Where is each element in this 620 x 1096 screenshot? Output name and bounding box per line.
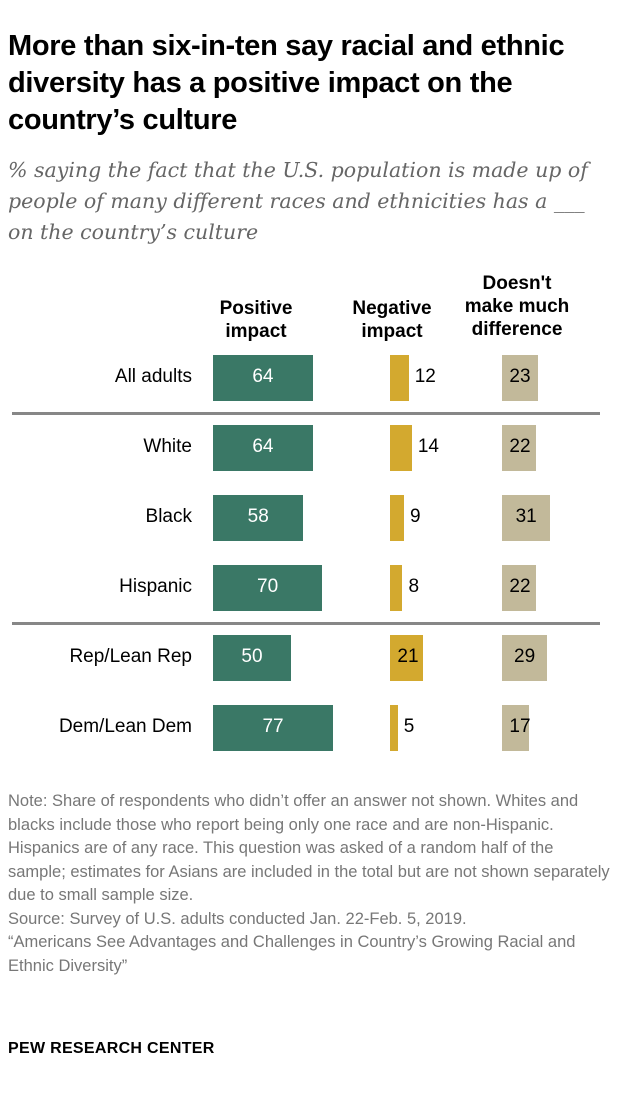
bar-0 (213, 495, 304, 541)
bar-2 (502, 495, 551, 541)
bar-2 (502, 425, 537, 471)
data-label: 64 (252, 436, 274, 457)
data-label: 23 (509, 366, 531, 387)
bar-0 (213, 565, 323, 611)
bar-1 (390, 635, 423, 681)
row-label: Hispanic (119, 576, 192, 597)
bar-2 (502, 635, 548, 681)
row-label: White (143, 436, 192, 457)
data-label: 77 (262, 716, 284, 737)
bar-2 (502, 355, 538, 401)
data-label: 17 (509, 716, 531, 737)
bar-1 (390, 425, 412, 471)
bar-1 (390, 495, 405, 541)
header-line: Positive (219, 298, 293, 319)
data-label: 31 (515, 506, 537, 527)
bar-0 (213, 635, 291, 681)
header-line: make much (464, 296, 570, 317)
bar-0 (213, 425, 313, 471)
data-label: 58 (247, 506, 269, 527)
data-label: 12 (414, 366, 436, 387)
data-label: 50 (241, 646, 263, 667)
data-label: 64 (252, 366, 274, 387)
footnote: Note: Share of respondents who didn’t of… (8, 790, 613, 978)
data-label: 5 (403, 716, 415, 737)
bar-2 (502, 705, 529, 751)
bar-0 (213, 705, 334, 751)
data-label: 29 (514, 646, 536, 667)
header-difference: Doesn't make much difference (455, 272, 579, 341)
row-label: All adults (114, 366, 192, 387)
chart-subtitle: % saying the fact that the U.S. populati… (8, 158, 588, 244)
data-label: 22 (509, 436, 531, 457)
row-label: Black (145, 506, 192, 527)
bar-0 (213, 355, 313, 401)
data-label: 21 (397, 646, 419, 667)
data-label: 9 (410, 506, 421, 527)
data-label: 14 (417, 436, 439, 457)
note-text: Note: Share of respondents who didn’t of… (8, 792, 610, 904)
header-line: Negative (352, 298, 432, 319)
chart-title: More than six-in-ten say racial and ethn… (8, 30, 565, 136)
header-line: impact (361, 321, 423, 342)
bar-1 (390, 565, 403, 611)
source-text: Source: Survey of U.S. adults conducted … (8, 909, 467, 928)
row-label: Dem/Lean Dem (58, 716, 192, 737)
header-line: difference (471, 319, 563, 340)
data-label: 8 (408, 576, 420, 597)
header-positive: Positive impact (200, 297, 312, 343)
group-separator (12, 622, 600, 625)
header-line: impact (225, 321, 287, 342)
row-label: Rep/Lean Rep (69, 646, 192, 667)
data-label: 70 (257, 576, 279, 597)
bar-1 (390, 705, 398, 751)
data-label: 22 (509, 576, 531, 597)
bar-2 (502, 565, 537, 611)
group-separator (12, 412, 600, 415)
brand-logo-text: PEW RESEARCH CENTER (8, 1040, 215, 1057)
report-title: “Americans See Advantages and Challenges… (8, 933, 576, 975)
bar-1 (390, 355, 409, 401)
header-line: Doesn't (482, 273, 552, 294)
header-negative: Negative impact (338, 297, 446, 343)
